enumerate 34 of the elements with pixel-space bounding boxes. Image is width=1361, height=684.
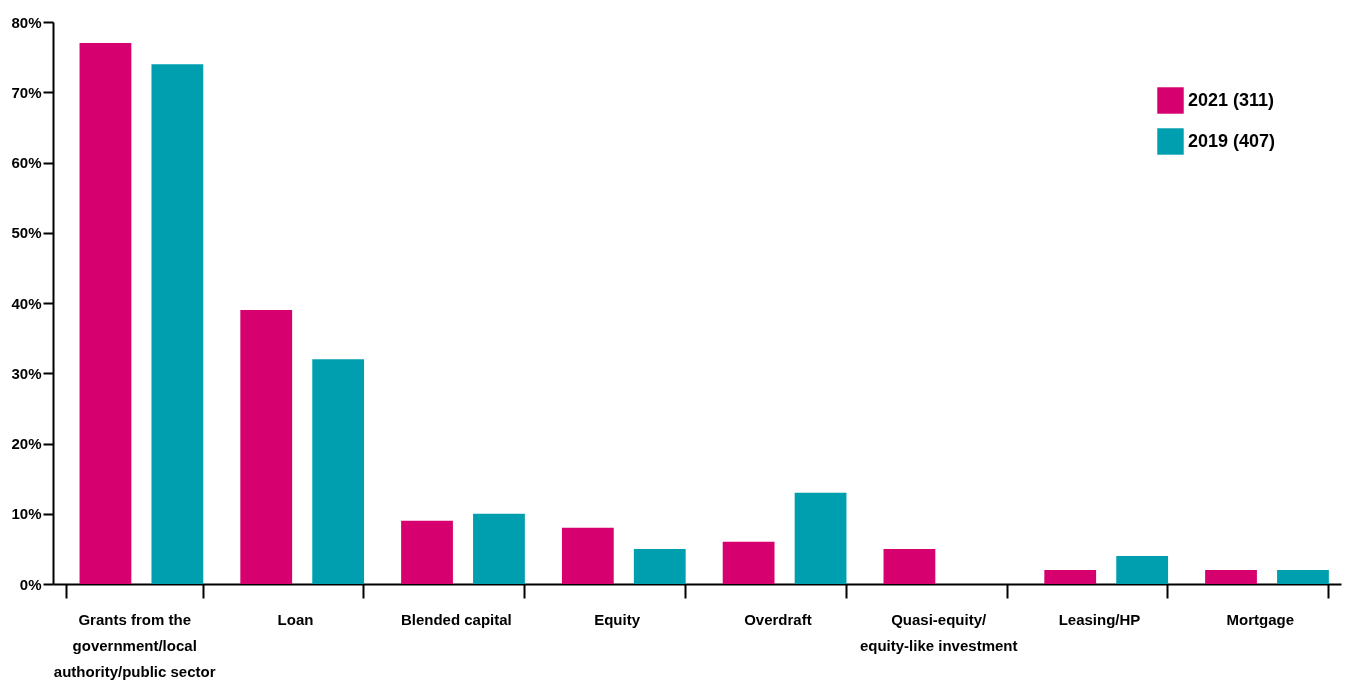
y-tick-label: 60%	[11, 154, 42, 171]
x-tick-label: Equity	[594, 610, 641, 628]
y-tick-label: 0%	[19, 575, 42, 593]
bar	[883, 548, 936, 584]
bar	[1116, 555, 1169, 584]
y-tick-label: 70%	[11, 83, 42, 101]
x-tick-label: Quasi-equity/ equity-like investment	[859, 610, 1018, 654]
legend-label: 2021 (311)	[1188, 89, 1275, 110]
bar	[312, 359, 365, 584]
x-tick-label: Blended capital	[400, 610, 512, 628]
y-tick-label: 50%	[11, 224, 42, 242]
y-tick-label: 30%	[11, 364, 42, 382]
bar	[794, 492, 847, 584]
x-tick-label: Leasing/HP	[1058, 610, 1141, 628]
bar	[401, 520, 453, 584]
x-tick-label: Grants from the government/local authority/public sector	[53, 610, 216, 680]
legend-label: 2019 (407)	[1188, 130, 1276, 151]
bar	[561, 527, 614, 584]
y-tick-label: 80%	[11, 13, 42, 31]
x-tick-label: Mortgage	[1226, 610, 1295, 628]
bar	[1205, 569, 1257, 584]
bar	[1277, 569, 1329, 584]
bar	[722, 541, 775, 584]
bar	[79, 43, 132, 584]
bar	[633, 548, 686, 584]
bar	[473, 513, 525, 584]
y-tick-label: 40%	[11, 294, 42, 312]
x-tick-label: Loan	[277, 610, 314, 628]
bar	[240, 310, 293, 584]
y-tick-label: 10%	[11, 505, 42, 523]
y-tick-label: 20%	[11, 435, 42, 452]
bar	[1044, 569, 1097, 584]
bar	[151, 64, 204, 584]
x-tick-label: Overdraft	[744, 610, 812, 628]
